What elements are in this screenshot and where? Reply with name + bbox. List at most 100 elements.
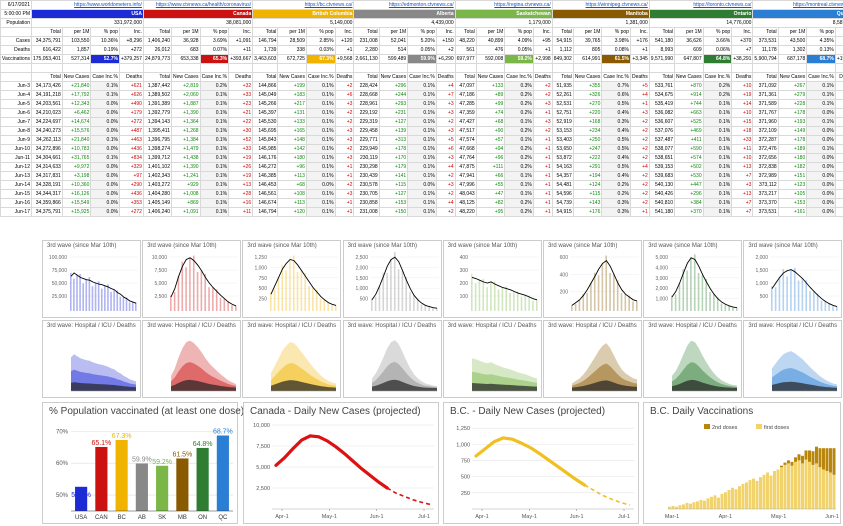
deaths-value: 8,993: [648, 45, 676, 55]
wave-bar: [405, 277, 407, 311]
second-dose-bar: [822, 448, 825, 470]
region-link[interactable]: https://winnipeg.ctvnews.ca/: [551, 0, 650, 10]
wave-bar: [335, 305, 337, 311]
wave-bar: [790, 269, 793, 311]
daily-value: +182: [777, 162, 808, 172]
daily-value: 0.1%: [407, 153, 437, 163]
daily-value: +16: [228, 198, 254, 208]
first-dose-bar: [822, 469, 825, 509]
daily-value: 1,399,712: [142, 153, 172, 163]
first-dose-bar: [738, 486, 741, 509]
region-link[interactable]: https://www.worldometers.info/: [30, 0, 144, 10]
wave-ytick: 2,000: [756, 255, 769, 261]
daily-value: 1,391,389: [142, 99, 172, 109]
wave-bar: [697, 272, 700, 311]
deaths-value: 0.05%: [504, 45, 534, 55]
daily-value: 47,668: [454, 144, 477, 154]
daily-value: 34,203,561: [30, 99, 63, 109]
daily-value: 1,403,272: [142, 180, 172, 190]
wave-bar: [85, 279, 88, 311]
daily-value: +291: [572, 162, 603, 172]
daily-value: 0.2%: [504, 144, 534, 154]
daily-value: +384: [674, 198, 704, 208]
daily-value: 34,173,426: [30, 81, 63, 91]
daily-column-header: New Cases: [777, 72, 808, 82]
legend-label: 2nd doses: [712, 425, 738, 431]
daily-date: Jun-8: [0, 126, 32, 136]
daily-value: +914: [674, 90, 704, 100]
daily-value: +2: [629, 171, 650, 181]
wave-ytick: 600: [560, 255, 569, 261]
column-header: Inc.: [731, 27, 754, 37]
column-header: Total: [648, 27, 676, 37]
wave-bar: [671, 295, 673, 311]
wave-bar: [278, 277, 280, 311]
xtick-label: Apr-1: [475, 514, 488, 520]
column-header: Inc.: [435, 27, 456, 37]
daily-value: +1,241: [170, 171, 201, 181]
column-header: % pop: [90, 27, 120, 37]
daily-value: 533,761: [648, 81, 676, 91]
region-link[interactable]: https://regina.ctvnews.ca/: [454, 0, 553, 10]
daily-value: +2: [532, 81, 553, 91]
hospital-chart: [471, 358, 537, 392]
daily-value: +194: [572, 171, 603, 181]
daily-value: 373,531: [752, 207, 779, 217]
deaths-value: 1,112: [551, 45, 574, 55]
vaccinated-chart-title: % Population vaccinated (at least one do…: [49, 406, 245, 417]
region-link[interactable]: https://toronto.ctvnews.ca/: [648, 0, 754, 10]
daily-value: 371,960: [752, 117, 779, 127]
wave-ytick: 750: [259, 276, 268, 282]
hospital-area: [171, 379, 237, 391]
region-link[interactable]: https://edmonton.ctvnews.ca/: [353, 0, 456, 10]
vacc-value: 592,008: [475, 54, 506, 64]
daily-date: Jun-4: [0, 90, 32, 100]
wave-bar: [724, 304, 727, 311]
wave-bar: [470, 274, 473, 311]
daily-value: +15: [731, 117, 754, 127]
daily-value: 540,810: [648, 198, 676, 208]
hospital-chart: [71, 354, 136, 392]
wave-bar: [728, 305, 731, 311]
wave-panel: 3rd wave (since Mar 10th) 10,000 7,500 5,00…: [142, 240, 242, 318]
daily-value: +99: [475, 99, 506, 109]
first-dose-bar: [731, 487, 734, 509]
daily-value: +9,972: [61, 162, 92, 172]
deaths-value: 1,857: [61, 45, 92, 55]
daily-value: +7: [435, 90, 456, 100]
second-dose-bar: [783, 462, 787, 465]
wave-bar: [516, 291, 519, 311]
column-header: per 1M: [378, 27, 409, 37]
wave-bar: [489, 281, 492, 311]
daily-value: 0.1%: [407, 171, 437, 181]
daily-value: +4: [629, 90, 650, 100]
column-header: per 1M: [572, 27, 603, 37]
wave-bar: [474, 283, 477, 311]
region-link[interactable]: https://montreal.ctvnews.ca/: [752, 0, 843, 10]
daily-value: 0.1%: [199, 99, 230, 109]
cases-value: 4.35%: [806, 36, 836, 46]
daily-value: +502: [674, 162, 704, 172]
daily-value: +115: [378, 180, 409, 190]
daily-value: 0.3%: [601, 207, 631, 217]
daily-value: 0.1%: [305, 144, 336, 154]
daily-value: 0.2%: [504, 153, 534, 163]
wave-bar: [231, 305, 233, 311]
daily-value: +189: [777, 144, 808, 154]
daily-value: +2: [629, 189, 650, 199]
column-header: Inc.: [629, 27, 650, 37]
blank-cell: [353, 63, 380, 73]
daily-value: +2: [334, 108, 355, 118]
daily-value: +436: [118, 189, 144, 199]
wave-bar: [304, 272, 307, 311]
column-header: % pop: [504, 27, 534, 37]
daily-value: +1: [532, 180, 553, 190]
daily-date: Jun-17: [0, 207, 32, 217]
vacc-value: 672,725: [277, 54, 307, 64]
region-link[interactable]: https://www.ctvnews.ca/health/coronaviru…: [142, 0, 254, 10]
daily-value: +141: [378, 171, 409, 181]
vacc-value: +3,345: [629, 54, 650, 64]
daily-value: +6: [834, 81, 843, 91]
daily-date: Jun-16: [0, 198, 32, 208]
region-link[interactable]: https://bc.ctvnews.ca/: [252, 0, 355, 10]
